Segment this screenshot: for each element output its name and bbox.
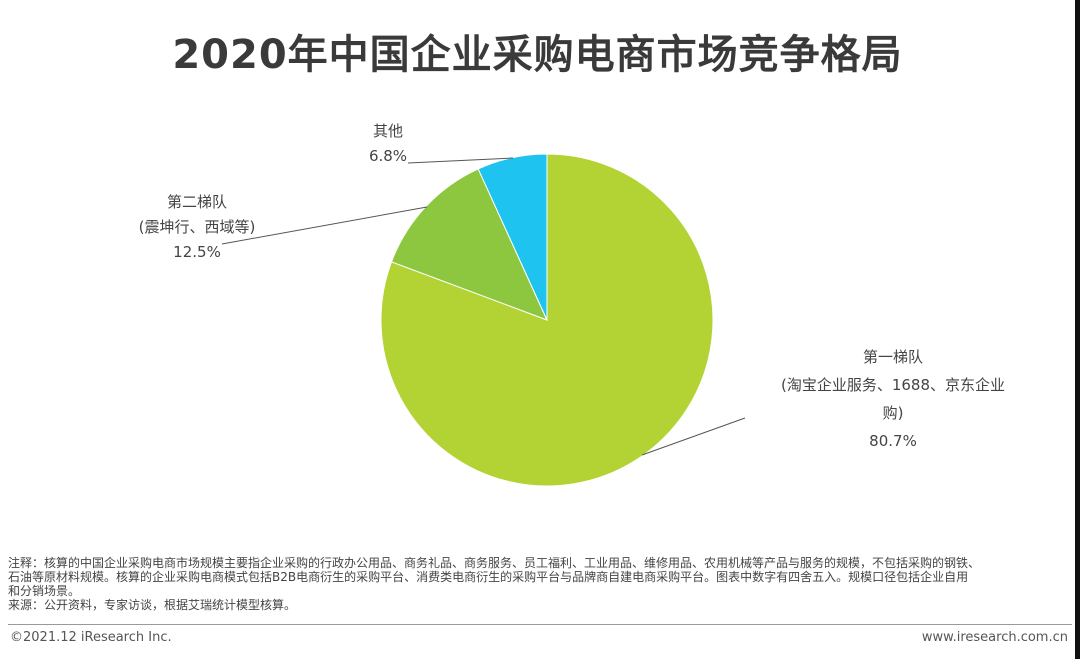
leader-line	[641, 417, 746, 456]
note-line: 和分销场景。	[8, 584, 81, 598]
right-edge-bar	[1075, 0, 1080, 659]
slice-name-label: 第二梯队	[167, 193, 227, 211]
slice-name-label: (震坤行、西域等)	[139, 218, 256, 236]
slice-value-label: 12.5%	[173, 243, 221, 261]
note-line: 石油等原材料规模。核算的企业采购电商模式包括B2B电商衍生的采购平台、消费类电商…	[8, 570, 969, 584]
chart-title: 2020年中国企业采购电商市场竞争格局	[172, 32, 903, 78]
slice-name-label: 购)	[883, 404, 904, 422]
slice-value-label: 6.8%	[369, 147, 407, 165]
leader-line	[221, 206, 428, 245]
slice-value-label: 80.7%	[869, 432, 917, 450]
note-line: 注释：核算的中国企业采购电商市场规模主要指企业采购的行政办公用品、商务礼品、商务…	[8, 556, 981, 570]
copyright: ©2021.12 iResearch Inc.	[10, 630, 172, 645]
slice-name-label: 第一梯队	[863, 348, 923, 366]
slice-name-label: 其他	[373, 122, 403, 140]
leader-line	[407, 157, 514, 164]
footer-divider	[8, 624, 1072, 625]
slice-name-label: (淘宝企业服务、1688、京东企业	[781, 376, 1005, 394]
website-link[interactable]: www.iresearch.com.cn	[921, 630, 1068, 645]
notes-block: 注释：核算的中国企业采购电商市场规模主要指企业采购的行政办公用品、商务礼品、商务…	[8, 556, 1078, 612]
source-line: 来源：公开资料，专家访谈，根据艾瑞统计模型核算。	[8, 598, 297, 612]
